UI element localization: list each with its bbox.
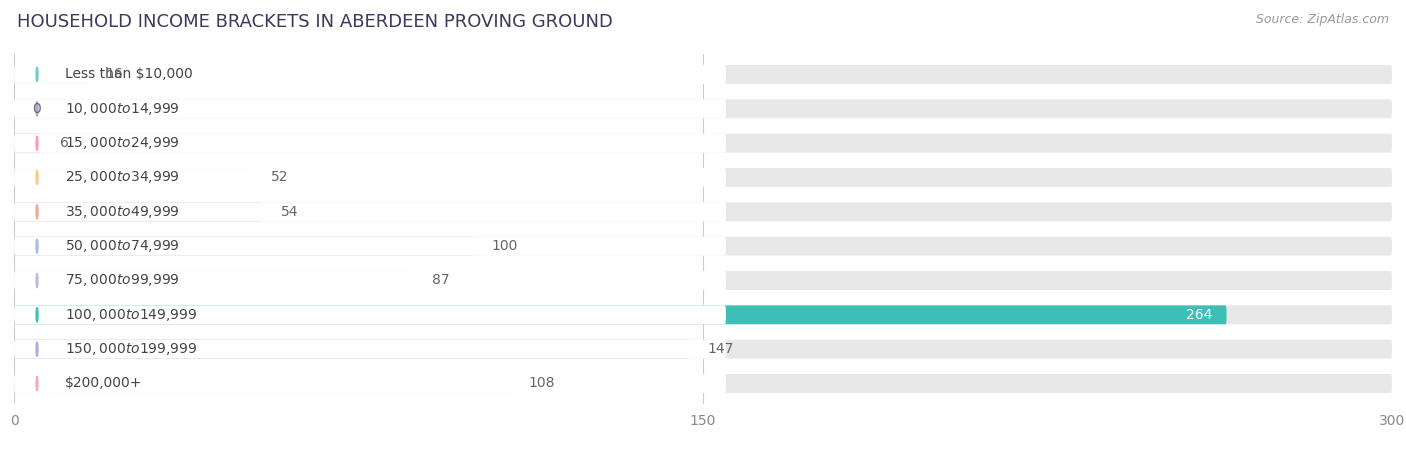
Text: 52: 52 <box>271 171 288 185</box>
FancyBboxPatch shape <box>14 168 1392 187</box>
FancyBboxPatch shape <box>14 134 1392 153</box>
FancyBboxPatch shape <box>14 134 42 153</box>
Circle shape <box>37 239 38 253</box>
Text: $100,000 to $149,999: $100,000 to $149,999 <box>65 307 197 323</box>
Text: 16: 16 <box>105 67 124 81</box>
FancyBboxPatch shape <box>14 237 474 255</box>
FancyBboxPatch shape <box>14 65 87 84</box>
FancyBboxPatch shape <box>14 202 262 221</box>
Circle shape <box>37 170 38 185</box>
Circle shape <box>37 136 38 150</box>
Text: $75,000 to $99,999: $75,000 to $99,999 <box>65 273 180 289</box>
Text: $10,000 to $14,999: $10,000 to $14,999 <box>65 101 180 117</box>
Circle shape <box>37 101 38 116</box>
Circle shape <box>37 376 38 391</box>
FancyBboxPatch shape <box>14 99 1392 118</box>
FancyBboxPatch shape <box>14 340 725 359</box>
FancyBboxPatch shape <box>14 202 1392 221</box>
Circle shape <box>37 342 38 357</box>
Text: $25,000 to $34,999: $25,000 to $34,999 <box>65 169 180 185</box>
Text: $35,000 to $49,999: $35,000 to $49,999 <box>65 204 180 220</box>
Text: HOUSEHOLD INCOME BRACKETS IN ABERDEEN PROVING GROUND: HOUSEHOLD INCOME BRACKETS IN ABERDEEN PR… <box>17 13 613 31</box>
Text: 6: 6 <box>60 136 69 150</box>
Text: 54: 54 <box>280 205 298 219</box>
Text: $150,000 to $199,999: $150,000 to $199,999 <box>65 341 197 357</box>
FancyBboxPatch shape <box>14 134 725 153</box>
FancyBboxPatch shape <box>14 237 1392 255</box>
Text: Less than $10,000: Less than $10,000 <box>65 67 193 81</box>
FancyBboxPatch shape <box>14 168 725 187</box>
FancyBboxPatch shape <box>14 271 413 290</box>
FancyBboxPatch shape <box>14 168 253 187</box>
Circle shape <box>37 308 38 322</box>
FancyBboxPatch shape <box>14 374 510 393</box>
FancyBboxPatch shape <box>14 271 1392 290</box>
Text: Source: ZipAtlas.com: Source: ZipAtlas.com <box>1256 13 1389 26</box>
FancyBboxPatch shape <box>14 271 725 290</box>
Text: 147: 147 <box>707 342 734 356</box>
Text: 87: 87 <box>432 273 450 287</box>
Circle shape <box>37 67 38 82</box>
FancyBboxPatch shape <box>14 65 725 84</box>
FancyBboxPatch shape <box>14 340 689 359</box>
FancyBboxPatch shape <box>14 65 1392 84</box>
Text: $200,000+: $200,000+ <box>65 377 142 391</box>
FancyBboxPatch shape <box>14 305 725 324</box>
FancyBboxPatch shape <box>14 99 725 118</box>
Text: 100: 100 <box>492 239 517 253</box>
FancyBboxPatch shape <box>14 237 725 255</box>
Text: 0: 0 <box>32 102 41 116</box>
Text: $15,000 to $24,999: $15,000 to $24,999 <box>65 135 180 151</box>
Text: $50,000 to $74,999: $50,000 to $74,999 <box>65 238 180 254</box>
Circle shape <box>37 205 38 219</box>
FancyBboxPatch shape <box>14 374 725 393</box>
FancyBboxPatch shape <box>14 202 725 221</box>
FancyBboxPatch shape <box>14 340 1392 359</box>
FancyBboxPatch shape <box>14 305 1392 324</box>
FancyBboxPatch shape <box>14 305 1226 324</box>
Text: 108: 108 <box>529 377 555 391</box>
FancyBboxPatch shape <box>14 374 1392 393</box>
Text: 264: 264 <box>1187 308 1213 322</box>
Circle shape <box>37 273 38 288</box>
